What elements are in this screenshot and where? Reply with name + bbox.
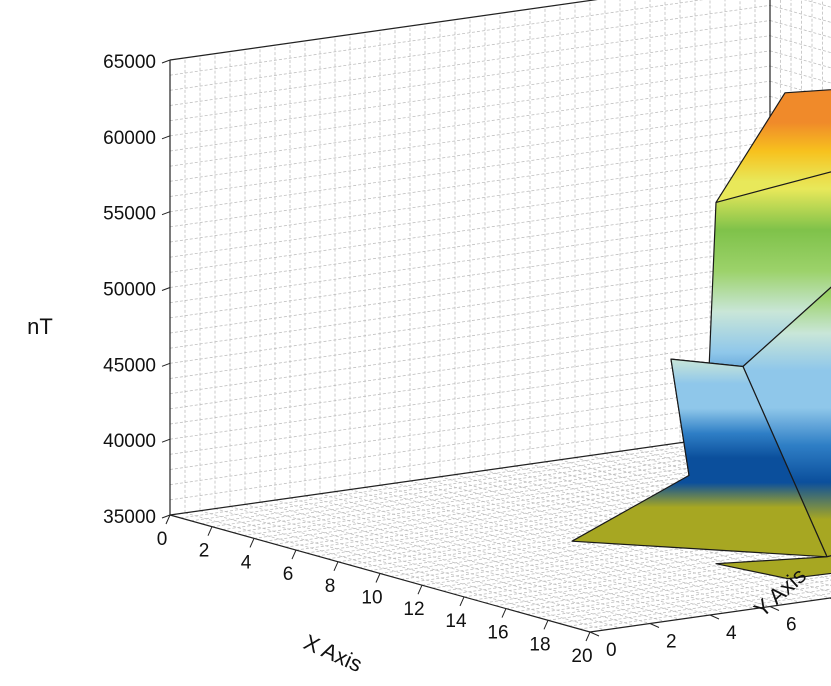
x-tick-mark xyxy=(501,608,507,618)
z-tick-label: 40000 xyxy=(103,431,156,452)
left-wall-grid-line xyxy=(169,95,771,182)
left-wall-grid-line xyxy=(169,156,771,243)
x-tick-label: 10 xyxy=(361,588,382,609)
z-axis-title: nT xyxy=(27,314,53,339)
surface-facet xyxy=(715,555,831,580)
x-tick-mark xyxy=(291,549,297,560)
z-tick-label: 55000 xyxy=(103,204,156,225)
left-wall-grid-line xyxy=(169,308,771,395)
x-tick-mark xyxy=(165,514,171,525)
x-tick-label: 18 xyxy=(529,634,550,655)
left-wall-grid-line xyxy=(169,353,771,440)
surface-facet xyxy=(742,286,831,558)
y-tick-label: 2 xyxy=(666,632,677,653)
left-wall-grid-line xyxy=(169,262,771,349)
floor-grid-line xyxy=(474,548,831,601)
x-tick-label: 6 xyxy=(283,564,294,585)
y-axis-line xyxy=(589,597,831,633)
floor-grid-line xyxy=(568,588,831,627)
floor-grid-line xyxy=(463,544,831,598)
left-wall-grid-line xyxy=(169,247,771,334)
y-tick-label: 6 xyxy=(786,615,797,636)
x-tick-label: 16 xyxy=(487,623,508,644)
x-tick-label: 4 xyxy=(241,552,252,573)
x-tick-label: 20 xyxy=(571,646,592,667)
floor-grid-line xyxy=(547,579,831,621)
floor-grid-line xyxy=(558,584,831,624)
z-tick-mark xyxy=(161,438,171,443)
x-tick-mark xyxy=(207,526,213,536)
z-tick-mark xyxy=(161,514,171,519)
left-wall-grid-line xyxy=(169,293,771,379)
z-tick-label: 45000 xyxy=(103,355,156,376)
z-tick-mark xyxy=(161,211,171,216)
floor-grid-line xyxy=(222,444,823,531)
y-tick-label: 0 xyxy=(606,640,617,661)
left-wall-grid-line xyxy=(169,65,771,152)
floor-grid-line xyxy=(264,460,831,542)
left-wall-grid-line xyxy=(169,4,771,91)
x-tick-mark xyxy=(459,596,465,607)
left-wall-grid-line xyxy=(169,171,771,258)
left-wall-grid-line xyxy=(169,126,771,213)
x-tick-mark xyxy=(249,538,255,548)
z-tick-mark xyxy=(161,135,171,140)
z-tick-mark xyxy=(161,59,171,64)
x-tick-label: 12 xyxy=(403,599,424,620)
x-tick-label: 8 xyxy=(325,576,336,597)
left-wall-grid-line xyxy=(169,368,771,455)
x-tick-mark xyxy=(417,584,423,595)
floor-back-left-line xyxy=(169,429,771,516)
y-tick-mark xyxy=(649,623,660,628)
left-wall-grid-line xyxy=(169,399,771,486)
left-wall-grid-line xyxy=(169,338,771,425)
floor-grid-line xyxy=(537,575,831,618)
floor-grid-line xyxy=(274,465,831,545)
left-wall-grid-line xyxy=(169,217,771,304)
z-tick-mark xyxy=(161,362,171,367)
x-tick-mark xyxy=(375,573,381,583)
left-wall-grid-line xyxy=(169,277,771,364)
y-tick-mark xyxy=(769,606,780,611)
floor-grid-line xyxy=(285,469,831,548)
left-wall-grid-line xyxy=(169,232,771,319)
y-tick-mark xyxy=(589,631,600,637)
y-tick-mark xyxy=(709,614,720,620)
left-wall-grid-line xyxy=(169,202,771,288)
surface-mesh xyxy=(571,89,831,580)
floor-grid-line xyxy=(579,593,831,630)
left-wall-grid-line xyxy=(169,35,771,122)
left-wall-grid-line xyxy=(169,80,771,167)
tick-labels: 35000 40000 45000 50000 55000 60000 65000 0 2 4 6 8… xyxy=(103,52,831,667)
left-wall-grid-line xyxy=(169,141,771,228)
z-tick-label: 65000 xyxy=(103,52,156,73)
x-tick-mark xyxy=(333,561,339,572)
floor-grid-line xyxy=(211,441,813,528)
left-wall-grid-line xyxy=(169,414,771,501)
x-tick-label: 2 xyxy=(199,541,210,562)
y-tick-label: 4 xyxy=(726,623,737,644)
left-wall-grid-line xyxy=(169,111,771,197)
z-tick-label: 50000 xyxy=(103,280,156,301)
z-tick-label: 35000 xyxy=(103,507,156,528)
surface-facet xyxy=(715,89,831,203)
left-wall-grid-line xyxy=(169,20,771,106)
x-tick-mark xyxy=(543,620,549,630)
left-wall-grid-line xyxy=(169,323,771,410)
z-tick-mark xyxy=(161,287,171,291)
left-wall-top-line xyxy=(169,0,598,61)
left-wall-grid-line xyxy=(169,0,704,76)
x-tick-label: 14 xyxy=(445,611,467,632)
x-tick-label: 0 xyxy=(157,529,168,550)
z-tick-label: 60000 xyxy=(103,128,156,149)
left-wall-grid-line xyxy=(169,186,771,273)
left-wall-grid-line xyxy=(169,384,771,470)
x-tick-mark xyxy=(585,631,591,642)
x-axis-title: X Axis xyxy=(300,629,366,677)
left-wall-grid-line xyxy=(169,50,771,137)
